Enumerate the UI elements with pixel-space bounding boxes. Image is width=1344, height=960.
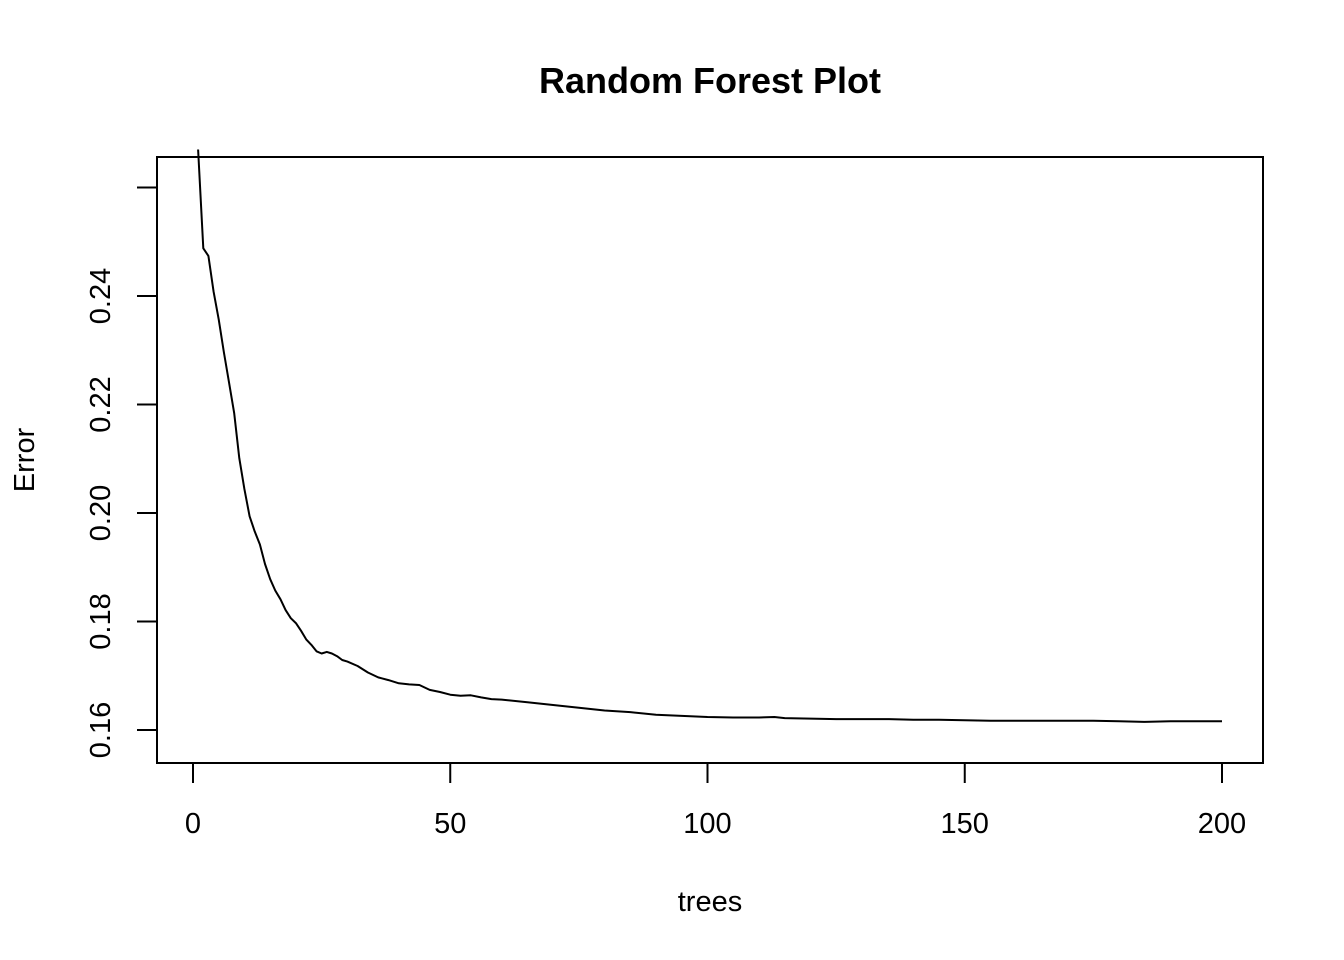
- x-tick-label: 100: [683, 808, 731, 840]
- x-tick-label: 200: [1198, 808, 1246, 840]
- x-tick-label: 150: [941, 808, 989, 840]
- x-tick-label: 50: [434, 808, 466, 840]
- y-tick-label: 0.18: [85, 593, 117, 649]
- y-tick-label: 0.22: [85, 376, 117, 432]
- y-axis: 0.16 0.18 0.20 0.22 0.24: [85, 186, 158, 758]
- x-tick-label: 0: [185, 808, 201, 840]
- x-axis: 0 50 100 150 200: [185, 762, 1246, 840]
- y-tick-label: 0.20: [85, 485, 117, 541]
- chart-title: Random Forest Plot: [539, 60, 881, 101]
- error-series-line: [197, 149, 1222, 723]
- x-axis-label: trees: [678, 886, 742, 918]
- y-tick-label: 0.16: [85, 702, 117, 758]
- y-tick-label: 0.24: [85, 268, 117, 324]
- y-axis-label: Error: [9, 427, 41, 492]
